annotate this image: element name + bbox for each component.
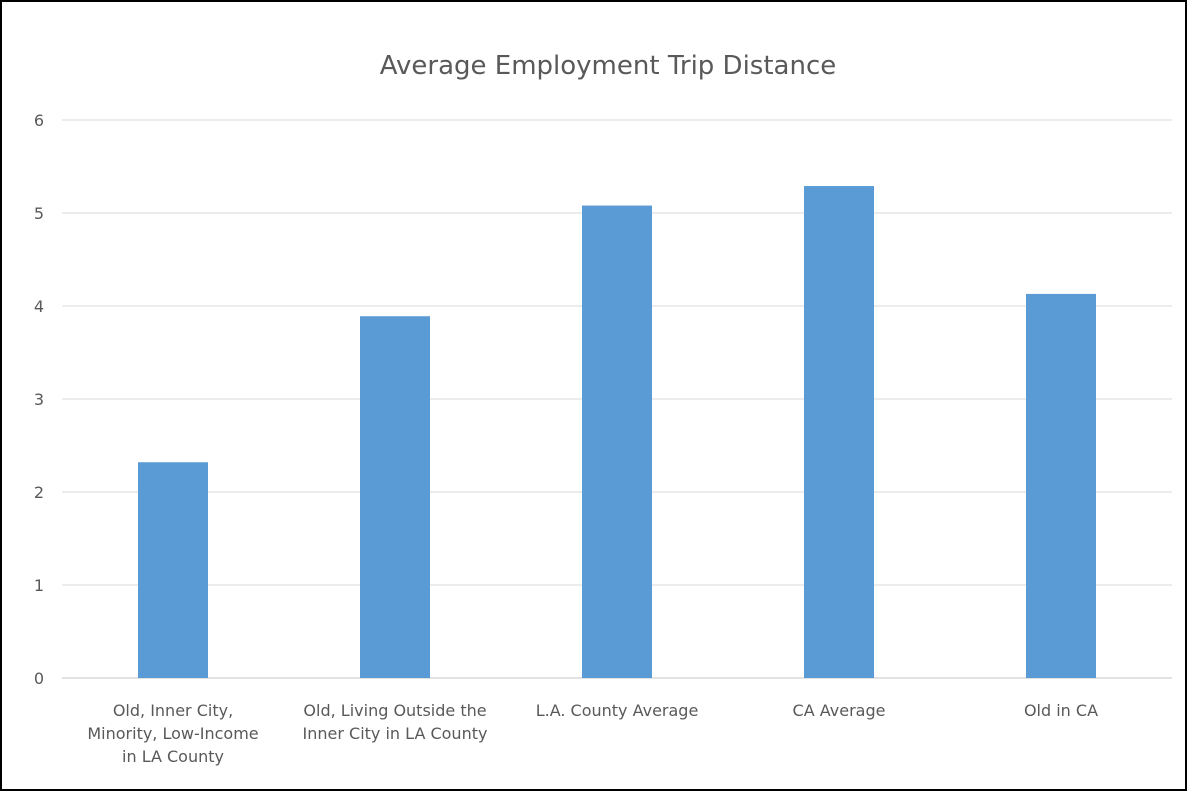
bar	[582, 205, 652, 678]
x-axis-labels: Old, Inner City, Minority, Low-Income in L…	[87, 701, 1098, 766]
chart-title: Average Employment Trip Distance	[380, 51, 837, 81]
bar	[360, 316, 430, 678]
y-tick-label: 5	[34, 204, 44, 223]
x-category-label: Old, Inner City, Minority, Low-Income in L…	[87, 701, 258, 766]
y-tick-label: 3	[34, 390, 44, 409]
bar	[804, 186, 874, 678]
y-tick-label: 1	[34, 576, 44, 595]
y-tick-label: 0	[34, 669, 44, 688]
x-category-label: L.A. County Average	[536, 701, 699, 720]
x-category-label: CA Average	[793, 701, 886, 720]
y-tick-label: 6	[34, 111, 44, 130]
y-tick-label: 4	[34, 297, 44, 316]
y-axis-ticks: 0 1 2 3 4 5 6	[34, 111, 44, 688]
x-category-label: Old, Living Outside the Inner City in LA …	[303, 701, 488, 743]
bar	[138, 462, 208, 678]
bar	[1026, 293, 1096, 678]
x-category-label: Old in CA	[1024, 701, 1098, 720]
bars	[138, 186, 1096, 678]
y-tick-label: 2	[34, 483, 44, 502]
